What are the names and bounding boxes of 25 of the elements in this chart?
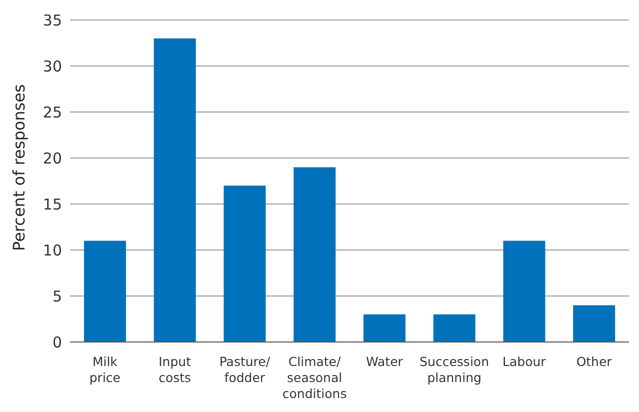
y-tick-label: 20	[42, 149, 62, 168]
x-tick-label: Other	[576, 354, 613, 369]
x-tick-label: Water	[366, 354, 404, 369]
bar	[573, 305, 616, 342]
y-tick-label: 35	[42, 11, 62, 30]
bar	[154, 38, 196, 342]
x-tick-label: Climate/seasonal conditions	[282, 354, 347, 401]
x-tick-label: Milk price	[89, 354, 121, 385]
bar	[503, 240, 546, 342]
y-tick-label: 15	[42, 195, 62, 214]
x-tick-label: Input costs	[158, 354, 192, 385]
y-tick-label: 0	[52, 333, 62, 352]
bar	[224, 186, 266, 342]
bar	[294, 167, 336, 342]
y-axis-title: Percent of responses	[10, 84, 29, 251]
x-tick-label: Labour	[502, 354, 547, 369]
x-tick-label: Succession planning	[420, 354, 489, 385]
y-tick-label: 10	[42, 241, 62, 260]
bar	[84, 240, 126, 342]
x-tick-label: Pasture/fodder	[219, 354, 271, 385]
y-tick-label: 25	[42, 103, 62, 122]
bar	[433, 314, 476, 342]
y-tick-label: 5	[52, 287, 62, 306]
bar	[363, 314, 406, 342]
y-tick-label: 30	[42, 57, 62, 76]
